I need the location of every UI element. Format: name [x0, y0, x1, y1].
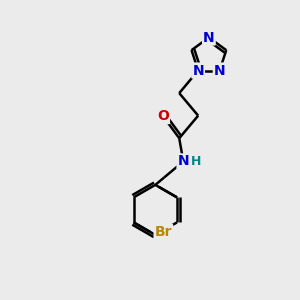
Text: N: N	[214, 64, 225, 77]
Text: N: N	[178, 154, 189, 168]
Text: Br: Br	[154, 225, 172, 239]
Text: H: H	[190, 155, 201, 168]
Text: N: N	[192, 64, 204, 77]
Text: O: O	[157, 109, 169, 123]
Text: N: N	[203, 31, 215, 44]
